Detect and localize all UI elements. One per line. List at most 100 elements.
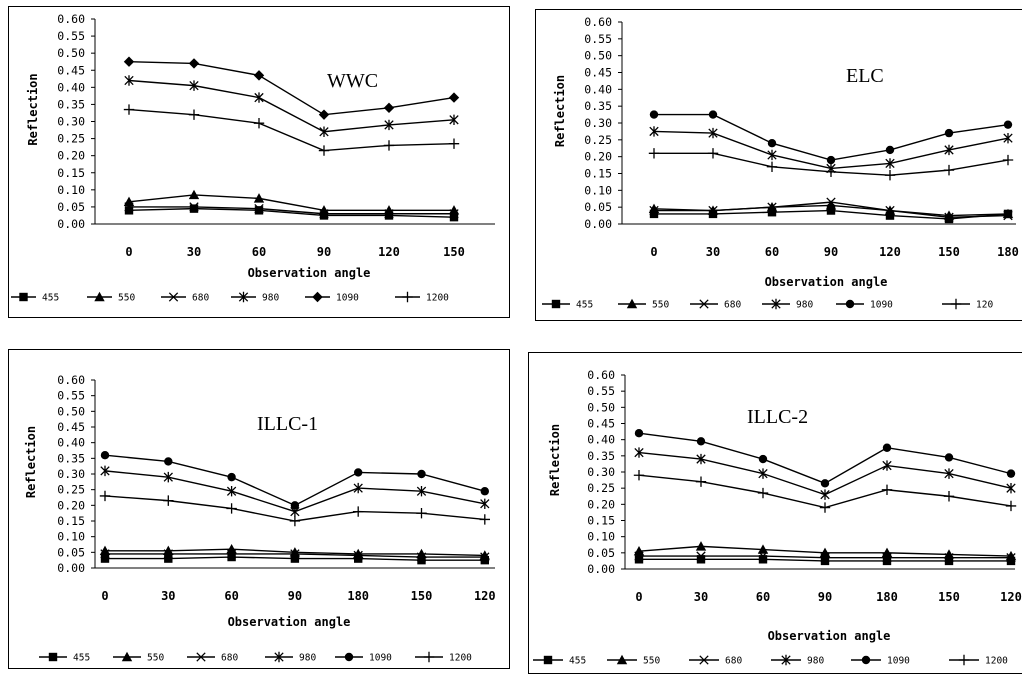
data-point-455 xyxy=(227,552,236,562)
series-980 xyxy=(649,126,1013,174)
legend-item-550: 550 xyxy=(113,651,164,664)
data-point-1090 xyxy=(826,155,836,165)
y-tick-label: 0.40 xyxy=(57,80,85,94)
legend-marker xyxy=(402,291,413,303)
data-point-980 xyxy=(882,460,892,471)
x-tick-label: 60 xyxy=(765,245,779,259)
y-tick-label: 0.55 xyxy=(587,384,615,398)
y-tick-label: 0.35 xyxy=(57,97,85,111)
x-axis-label: Observation angle xyxy=(765,275,888,289)
data-point-1090 xyxy=(227,472,236,482)
x-tick-label: 120 xyxy=(378,245,400,259)
data-point-1090 xyxy=(649,110,659,119)
data-point-1200 xyxy=(448,138,460,149)
data-point-455 xyxy=(820,556,830,566)
y-tick-label: 0.60 xyxy=(57,12,85,26)
data-point-680 xyxy=(696,551,706,561)
y-tick-label: 0.50 xyxy=(57,46,85,60)
data-point-455 xyxy=(944,556,954,566)
y-tick-label: 0.25 xyxy=(57,483,85,497)
series-980 xyxy=(100,465,490,517)
data-point-680 xyxy=(944,553,954,563)
legend-label: 680 xyxy=(724,300,741,311)
x-tick-label: 120 xyxy=(474,589,496,603)
data-point-680 xyxy=(649,205,659,216)
y-tick-label: 0.20 xyxy=(587,497,615,511)
y-tick-label: 0.35 xyxy=(587,449,615,463)
data-point-980 xyxy=(254,92,264,103)
data-point-1200 xyxy=(1005,500,1017,512)
legend-item-550: 550 xyxy=(87,291,135,304)
y-tick-label: 0.05 xyxy=(57,545,85,559)
legend-item-680: 680 xyxy=(690,299,741,311)
y-tick-label: 0.50 xyxy=(57,404,85,418)
y-tick-label: 0.30 xyxy=(584,116,612,130)
legend-label: 1090 xyxy=(870,300,893,311)
data-point-1200 xyxy=(881,484,893,495)
y-tick-label: 0.40 xyxy=(587,433,615,447)
legend-item-1090: 1090 xyxy=(305,291,359,304)
legend-marker xyxy=(19,292,28,302)
data-point-1090 xyxy=(354,468,363,477)
data-point-1090 xyxy=(885,145,895,155)
y-tick-label: 0.00 xyxy=(584,217,612,231)
data-point-980 xyxy=(944,144,954,156)
data-point-1090 xyxy=(383,102,395,114)
legend-marker xyxy=(699,299,709,309)
data-point-680 xyxy=(820,553,830,563)
series-680 xyxy=(649,197,1013,222)
series-680 xyxy=(100,549,490,562)
x-tick-label: 120 xyxy=(1000,590,1022,604)
data-point-455 xyxy=(417,555,426,565)
y-tick-label: 0.35 xyxy=(584,99,612,113)
legend-marker xyxy=(196,652,206,662)
chart-panel-elc: ELC 0.00 0.05 0.10 0.15 0.20 0.25 0.30 0.35 0.40 0… xyxy=(535,9,1022,321)
y-tick-label: 0.40 xyxy=(584,82,612,96)
y-tick-label: 0.15 xyxy=(57,514,85,528)
data-point-455 xyxy=(480,555,489,565)
data-point-680 xyxy=(826,197,836,207)
data-point-455 xyxy=(449,212,459,222)
data-point-980 xyxy=(820,489,830,500)
data-point-1200 xyxy=(819,502,831,513)
y-tick-label: 0.20 xyxy=(57,498,85,512)
legend-label: 980 xyxy=(807,656,824,667)
data-point-1200 xyxy=(318,145,330,156)
y-tick-label: 0.60 xyxy=(587,368,615,382)
legend-item-455: 455 xyxy=(542,300,593,311)
series-line-680 xyxy=(129,206,454,215)
x-tick-label: 30 xyxy=(187,245,201,259)
data-point-455 xyxy=(882,556,892,566)
series-680 xyxy=(634,551,1016,563)
data-point-980 xyxy=(189,80,199,91)
data-point-1090 xyxy=(767,139,777,148)
data-point-1090 xyxy=(1003,120,1013,129)
data-point-680 xyxy=(449,209,459,219)
data-point-455 xyxy=(354,554,363,563)
legend-item-120: 120 xyxy=(942,298,993,311)
legend-label: 550 xyxy=(147,653,164,664)
y-tick-label: 0.45 xyxy=(57,63,85,77)
legend-label: 1200 xyxy=(985,656,1008,667)
legend-marker xyxy=(845,299,855,309)
series-1200 xyxy=(648,148,1014,181)
legend-marker xyxy=(344,652,354,662)
data-point-550 xyxy=(695,541,707,551)
series-1200 xyxy=(99,490,490,527)
y-axis-label: Reflection xyxy=(553,75,567,147)
chart-title: WWC xyxy=(327,70,378,92)
legend-item-1200: 1200 xyxy=(949,654,1008,667)
data-point-1200 xyxy=(648,148,660,159)
data-point-1200 xyxy=(825,166,837,178)
y-tick-label: 0.20 xyxy=(584,150,612,164)
y-axis-label: Reflection xyxy=(548,424,562,496)
data-point-980 xyxy=(319,126,329,137)
data-point-980 xyxy=(649,126,659,137)
series-680 xyxy=(124,202,459,219)
data-point-1090 xyxy=(634,429,644,438)
y-tick-label: 0.45 xyxy=(587,417,615,431)
data-point-455 xyxy=(649,209,659,219)
data-point-1090 xyxy=(253,70,265,81)
legend-marker xyxy=(94,291,105,302)
data-point-550 xyxy=(318,205,330,215)
